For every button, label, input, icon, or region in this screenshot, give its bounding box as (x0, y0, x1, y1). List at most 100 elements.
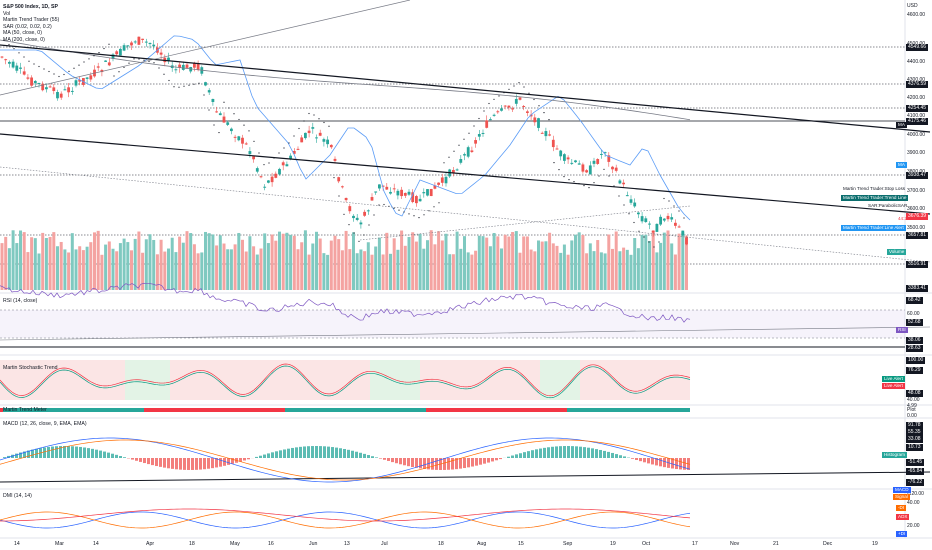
candle-body (574, 160, 577, 163)
macd-hist-bar (591, 448, 594, 458)
volume-bar (655, 252, 659, 290)
macd-hist-bar (71, 446, 74, 458)
volume-bar (152, 239, 156, 290)
macd-hist-bar (351, 450, 354, 458)
trend-meter-bar (276, 408, 279, 412)
trend-meter-bar (27, 408, 30, 412)
macd-hist-bar (55, 446, 58, 458)
candle-body (352, 215, 355, 219)
candle-body (566, 157, 570, 160)
candle-body (48, 86, 52, 88)
macd-hist-bar (375, 457, 378, 458)
candle-body (85, 77, 89, 79)
trend-meter-bar (645, 408, 648, 412)
volume-bar (525, 236, 529, 290)
trend-meter-bar (516, 408, 519, 412)
macd-hist-bar (239, 458, 242, 462)
macd-hist-bar (607, 451, 610, 458)
legend-ma200[interactable]: MA (200, close, 0) (3, 36, 45, 43)
trend-meter-bar (48, 408, 51, 412)
legend-symbol[interactable]: S&P 500 Index, 1D, SP (3, 4, 58, 10)
macd-hist-bar (467, 458, 470, 468)
trend-meter-bar (282, 408, 285, 412)
trend-meter-bar (540, 408, 543, 412)
trend-meter-bar (609, 408, 612, 412)
rsi-pane-title[interactable]: RSI (14, close) (3, 298, 38, 304)
macd-hist-bar (463, 458, 466, 469)
candle-body (522, 105, 526, 107)
stoch-axis-label: 4.99 (907, 403, 917, 409)
candle-body (592, 160, 596, 164)
candle-body (233, 136, 237, 138)
trend-meter-bar (501, 408, 504, 412)
trend-meter-bar (9, 408, 12, 412)
trend-meter-bar (612, 408, 615, 412)
candle-body (551, 139, 555, 148)
time-axis-label: 14 (14, 541, 20, 547)
volume-bar (215, 245, 219, 290)
sar-dot (653, 246, 655, 248)
volume-bar (514, 231, 518, 290)
sar-dot (453, 150, 455, 152)
volume-bar (488, 246, 492, 290)
price-axis-label: 3900.00 (907, 150, 926, 156)
macd-hist-bar (639, 458, 642, 462)
candle-body (426, 189, 429, 196)
macd-hist-bar (583, 447, 586, 458)
macd-hist-bar (675, 458, 678, 470)
volume-bar (685, 236, 688, 290)
dmi-pane-title[interactable]: DMI (14, 14) (3, 493, 32, 499)
sar-dot (333, 177, 335, 179)
sar-dot (443, 162, 445, 164)
currency-label: USD (907, 3, 918, 9)
sar-dot (343, 213, 345, 215)
candle-body (440, 177, 444, 183)
volume-bar (211, 234, 215, 290)
legend-ma50[interactable]: MA (50, close, 0) (3, 30, 42, 37)
macd-hist-bar (555, 446, 558, 458)
candle-body (52, 87, 56, 92)
trend-meter-bar (603, 408, 606, 412)
trend-meter-bar (249, 408, 252, 412)
sar-dot (488, 102, 490, 105)
trend-meter-bar (165, 408, 168, 412)
candle-body (341, 186, 344, 188)
candle-body (659, 216, 662, 225)
volume-bar (104, 244, 108, 290)
trend-meter-bar (537, 408, 540, 412)
legend-sar[interactable]: SAR (0.02, 0.02, 0.2) (3, 23, 52, 30)
trend-meter-bar (573, 408, 576, 412)
stoch-pane-title[interactable]: Martin Stochastic Trend (3, 365, 58, 371)
trend-meter-bar (21, 408, 24, 412)
trend-meter-bar (474, 408, 477, 412)
legend-volume[interactable]: Vol (3, 10, 11, 17)
price-axis-label: 4000.00 (907, 132, 926, 138)
legend-martin-trend-trader[interactable]: Martin Trend Trader (55) (3, 17, 60, 24)
volume-bar (19, 230, 22, 290)
time-axis-label: 16 (268, 541, 274, 547)
candle-body (407, 191, 411, 195)
trend-meter-bar (339, 408, 342, 412)
candle-body (119, 48, 122, 56)
trend-meter-bar (42, 408, 45, 412)
mtm-pane-title[interactable]: Martin Trend Meter (3, 407, 47, 413)
sar-dot (268, 162, 270, 164)
trend-meter-bar (423, 408, 426, 412)
signal-badge: Signal (893, 494, 910, 501)
candle-body (637, 212, 640, 215)
macd-pane-title[interactable]: MACD (12, 26, close, 9, EMA, EMA) (3, 421, 87, 427)
sar-dot (353, 232, 355, 234)
trend-meter-bar (315, 408, 318, 412)
trend-meter-bar (12, 408, 15, 412)
candle-body (267, 180, 270, 183)
macd-hist-bar (679, 458, 682, 470)
trend-meter-bar (66, 408, 69, 412)
trend-meter-bar (387, 408, 390, 412)
sar-dot (288, 142, 290, 144)
candle-body (218, 113, 222, 116)
trend-meter-bar (63, 408, 66, 412)
trend-meter-bar (393, 408, 396, 412)
candle-body (370, 197, 374, 201)
sar-dot (153, 62, 155, 64)
